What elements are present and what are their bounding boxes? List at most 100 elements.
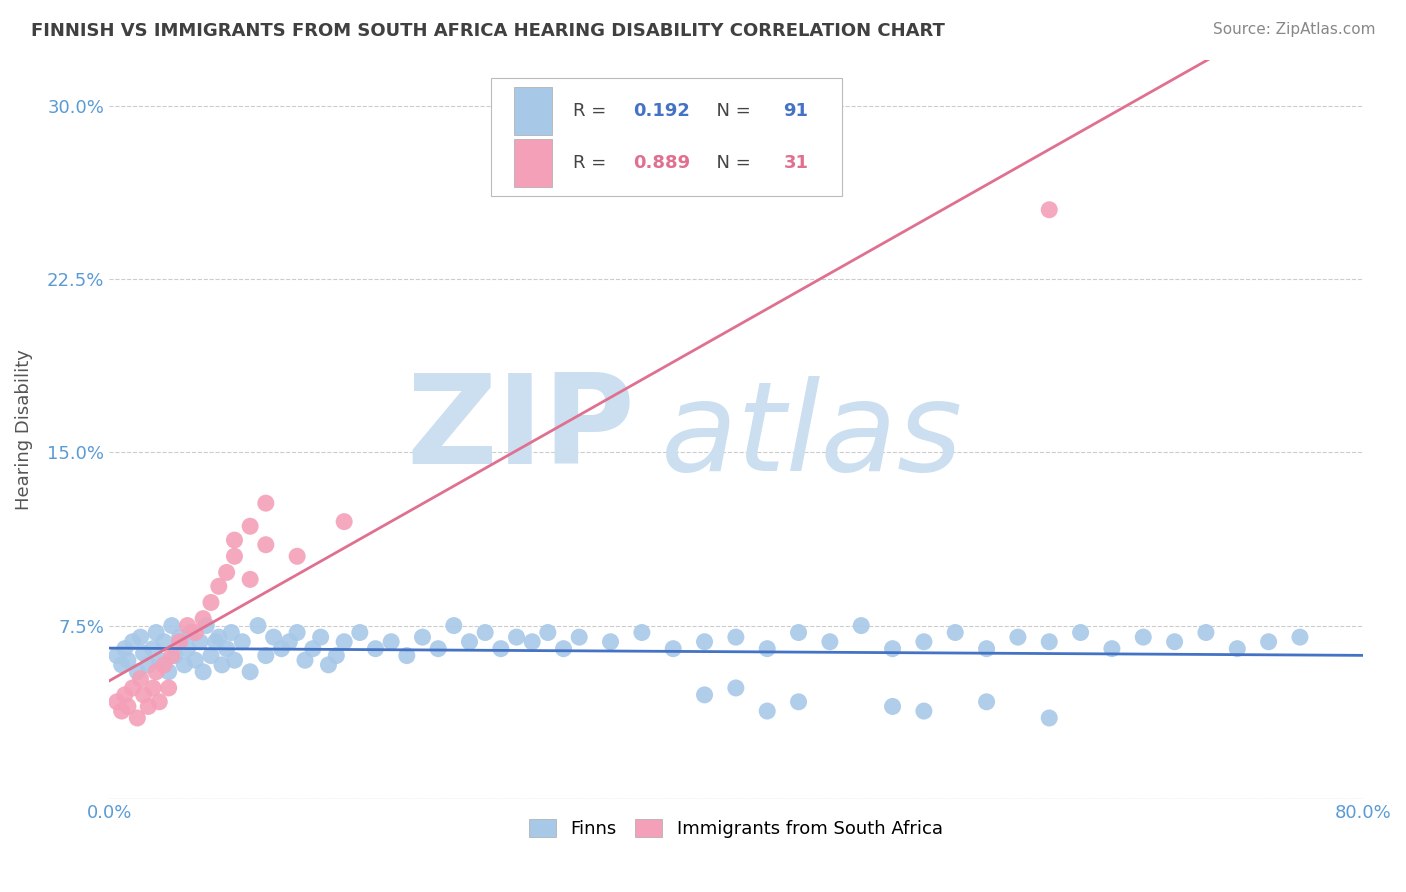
Point <box>787 625 810 640</box>
Text: FINNISH VS IMMIGRANTS FROM SOUTH AFRICA HEARING DISABILITY CORRELATION CHART: FINNISH VS IMMIGRANTS FROM SOUTH AFRICA … <box>31 22 945 40</box>
Point <box>631 625 654 640</box>
Point <box>184 625 207 640</box>
Point <box>522 634 544 648</box>
Point <box>395 648 418 663</box>
Point <box>105 648 128 663</box>
Point <box>380 634 402 648</box>
Point <box>121 634 143 648</box>
Point <box>129 630 152 644</box>
Text: ZIP: ZIP <box>406 368 636 490</box>
Text: N =: N = <box>704 154 756 172</box>
Point <box>263 630 285 644</box>
Point <box>787 695 810 709</box>
Point <box>309 630 332 644</box>
Point <box>976 695 998 709</box>
Point <box>114 641 136 656</box>
Point <box>325 648 347 663</box>
Point <box>191 612 214 626</box>
Point <box>882 641 904 656</box>
Point <box>180 625 202 640</box>
Point <box>148 695 170 709</box>
Point <box>160 618 183 632</box>
Point <box>157 681 180 695</box>
Point <box>208 630 231 644</box>
Point <box>278 634 301 648</box>
Point <box>1007 630 1029 644</box>
Point <box>200 595 222 609</box>
Point <box>117 653 139 667</box>
Point <box>818 634 841 648</box>
Point <box>105 695 128 709</box>
Point <box>188 634 211 648</box>
Point <box>117 699 139 714</box>
Point <box>127 665 149 679</box>
Point <box>662 641 685 656</box>
Point <box>693 634 716 648</box>
Point <box>111 704 134 718</box>
Point <box>231 634 253 648</box>
Point <box>458 634 481 648</box>
Point <box>693 688 716 702</box>
Point <box>157 665 180 679</box>
Point <box>215 566 238 580</box>
Point <box>724 681 747 695</box>
Text: 0.192: 0.192 <box>633 103 690 120</box>
Text: 91: 91 <box>783 103 808 120</box>
Point <box>254 538 277 552</box>
Point <box>294 653 316 667</box>
Point <box>333 515 356 529</box>
Point <box>200 648 222 663</box>
Point <box>239 573 262 587</box>
Point <box>1132 630 1154 644</box>
Point <box>364 641 387 656</box>
Point <box>1038 634 1060 648</box>
Point <box>211 657 233 672</box>
Point <box>599 634 621 648</box>
Point <box>724 630 747 644</box>
Point <box>153 657 176 672</box>
Point <box>349 625 371 640</box>
Point <box>1038 711 1060 725</box>
Point <box>153 634 176 648</box>
FancyBboxPatch shape <box>515 87 551 136</box>
Point <box>121 681 143 695</box>
Point <box>912 634 935 648</box>
Point <box>1101 641 1123 656</box>
Point <box>882 699 904 714</box>
Point <box>912 704 935 718</box>
Point <box>239 519 262 533</box>
Point <box>145 665 167 679</box>
Point <box>1163 634 1185 648</box>
Point <box>427 641 450 656</box>
FancyBboxPatch shape <box>515 139 551 187</box>
Point <box>127 711 149 725</box>
Point <box>537 625 560 640</box>
Text: R =: R = <box>572 154 612 172</box>
Point <box>851 618 873 632</box>
Point <box>1289 630 1312 644</box>
FancyBboxPatch shape <box>492 78 842 196</box>
Point <box>224 653 246 667</box>
Point <box>132 646 155 660</box>
Point <box>142 641 165 656</box>
Point <box>176 641 198 656</box>
Point <box>489 641 512 656</box>
Point <box>114 688 136 702</box>
Point <box>756 641 779 656</box>
Point <box>333 634 356 648</box>
Point <box>1038 202 1060 217</box>
Point <box>254 648 277 663</box>
Point <box>1195 625 1218 640</box>
Point <box>1070 625 1092 640</box>
Point <box>169 634 191 648</box>
Point <box>246 618 269 632</box>
Point <box>129 672 152 686</box>
Point <box>411 630 433 644</box>
Text: R =: R = <box>572 103 612 120</box>
Point <box>145 625 167 640</box>
Point <box>142 681 165 695</box>
Text: Source: ZipAtlas.com: Source: ZipAtlas.com <box>1212 22 1375 37</box>
Point <box>136 657 159 672</box>
Point <box>215 641 238 656</box>
Point <box>160 648 183 663</box>
